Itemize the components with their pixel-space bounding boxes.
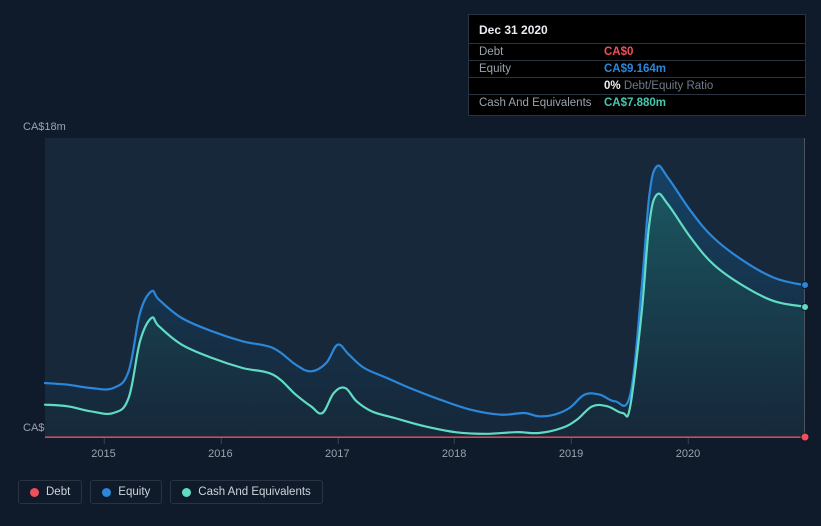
x-axis: 2015 2016 2017 2018 2019 2020 xyxy=(45,438,805,468)
series-end-dot xyxy=(801,281,809,289)
tooltip-row-label: Equity xyxy=(479,63,604,75)
x-axis-tick: 2018 xyxy=(442,448,466,460)
tooltip-row-value: CA$9.164m xyxy=(604,63,666,75)
tooltip-row: 0% Debt/Equity Ratio xyxy=(469,78,805,95)
tooltip-card: Dec 31 2020 DebtCA$0EquityCA$9.164m0% De… xyxy=(468,14,806,116)
chart-plot-area[interactable] xyxy=(45,138,805,438)
tooltip-row: EquityCA$9.164m xyxy=(469,61,805,78)
legend-dot xyxy=(30,488,39,497)
y-axis-max-label: CA$18m xyxy=(23,121,66,133)
tooltip-row-label xyxy=(479,80,604,92)
tooltip-row-value: CA$0 xyxy=(604,46,633,58)
x-axis-tick: 2020 xyxy=(676,448,700,460)
x-axis-tick: 2017 xyxy=(325,448,349,460)
x-axis-tick: 2015 xyxy=(91,448,115,460)
legend-label: Debt xyxy=(46,486,70,498)
tooltip-date: Dec 31 2020 xyxy=(469,19,805,44)
x-axis-tick: 2019 xyxy=(559,448,583,460)
legend: Debt Equity Cash And Equivalents xyxy=(18,480,323,504)
tooltip-row-label: Cash And Equivalents xyxy=(479,97,604,109)
legend-item-debt[interactable]: Debt xyxy=(18,480,82,504)
series-end-dot xyxy=(801,433,810,442)
tooltip-row-value: CA$7.880m xyxy=(604,97,666,109)
legend-dot xyxy=(102,488,111,497)
tooltip-row-label: Debt xyxy=(479,46,604,58)
tooltip-row: Cash And EquivalentsCA$7.880m xyxy=(469,95,805,111)
legend-item-equity[interactable]: Equity xyxy=(90,480,162,504)
tooltip-row: DebtCA$0 xyxy=(469,44,805,61)
legend-label: Cash And Equivalents xyxy=(198,486,311,498)
tooltip-row-value: 0% Debt/Equity Ratio xyxy=(604,80,713,92)
legend-item-cash[interactable]: Cash And Equivalents xyxy=(170,480,323,504)
legend-label: Equity xyxy=(118,486,150,498)
series-end-dot xyxy=(801,303,809,311)
x-axis-tick: 2016 xyxy=(208,448,232,460)
legend-dot xyxy=(182,488,191,497)
